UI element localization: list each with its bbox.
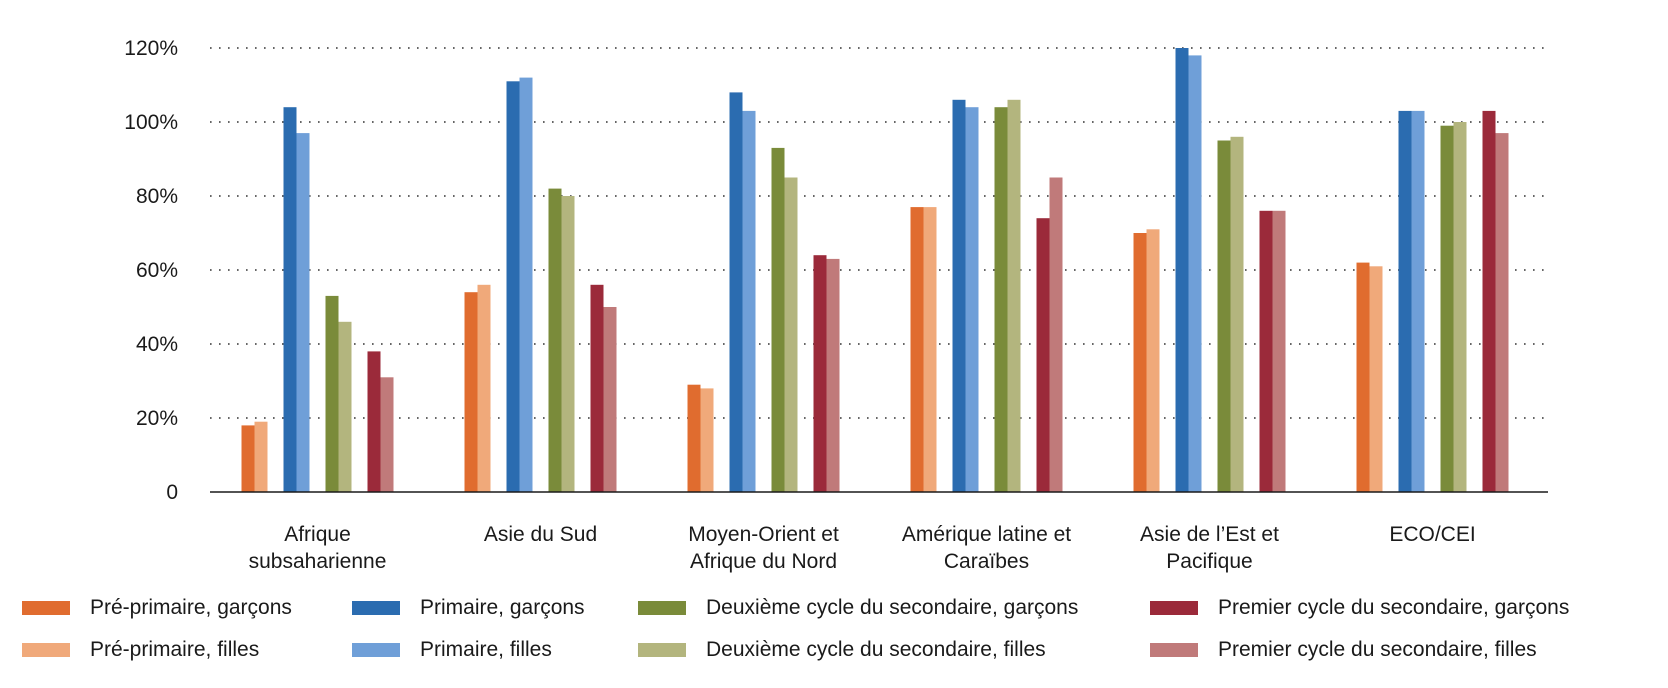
bar <box>241 425 255 492</box>
bar <box>1495 133 1509 492</box>
y-tick-label: 120% <box>124 37 178 60</box>
legend-label: Premier cycle du secondaire, filles <box>1218 638 1537 661</box>
bar <box>464 292 478 492</box>
bar <box>283 107 297 492</box>
legend-item: Pré-primaire, garçons <box>22 596 292 620</box>
bar <box>910 207 924 492</box>
x-category-label: Caraïbes <box>944 550 1029 573</box>
legend-item: Premier cycle du secondaire, garçons <box>1150 596 1569 620</box>
legend-swatch <box>352 643 400 657</box>
legend-label: Primaire, filles <box>420 638 552 661</box>
bar <box>952 99 966 493</box>
y-tick-label: 80% <box>136 185 178 208</box>
bar <box>1482 110 1496 493</box>
bar <box>254 421 268 492</box>
x-category-label: ECO/CEI <box>1389 523 1475 546</box>
bar <box>1440 125 1454 492</box>
legend-item: Premier cycle du secondaire, filles <box>1150 638 1537 662</box>
legend-item: Primaire, garçons <box>352 596 585 620</box>
x-axis-category-labels: Afrique subsaharienne Asie du Sud Moyen-Ori… <box>249 523 1476 573</box>
y-axis-ticks: 0 20% 40% 60% 80% 100% 120% <box>124 37 178 504</box>
legend-label: Deuxième cycle du secondaire, garçons <box>706 596 1079 619</box>
bar <box>771 147 785 492</box>
bar <box>338 321 352 492</box>
legend-swatch <box>22 643 70 657</box>
x-category-label: subsaharienne <box>249 550 387 573</box>
bar <box>687 384 701 492</box>
bar <box>367 351 381 492</box>
legend-swatch <box>1150 601 1198 615</box>
y-tick-label: 20% <box>136 407 178 430</box>
x-category-label: Afrique du Nord <box>690 550 837 573</box>
legend-label: Pré-primaire, garçons <box>90 596 292 619</box>
bar <box>1356 262 1370 492</box>
y-tick-label: 40% <box>136 333 178 356</box>
bar <box>477 284 491 492</box>
bar <box>1049 177 1063 492</box>
bar <box>729 92 743 493</box>
bar <box>784 177 798 492</box>
bar <box>1259 210 1273 493</box>
bar <box>590 284 604 492</box>
legend-item: Deuxième cycle du secondaire, garçons <box>638 596 1078 620</box>
legend-item: Primaire, filles <box>352 638 552 662</box>
y-tick-label: 100% <box>124 111 178 134</box>
legend-swatch <box>1150 643 1198 657</box>
legend-swatch <box>352 601 400 615</box>
bar <box>548 188 562 492</box>
bar <box>1188 55 1202 493</box>
bar <box>506 81 520 493</box>
x-category-label: Asie du Sud <box>484 523 597 546</box>
legend-item: Pré-primaire, filles <box>22 638 259 662</box>
bar <box>1453 122 1467 492</box>
legend-label: Primaire, garçons <box>420 596 585 619</box>
bar <box>380 377 394 492</box>
y-tick-label: 60% <box>136 259 178 282</box>
bar <box>923 207 937 492</box>
bar <box>1007 99 1021 493</box>
bar <box>826 258 840 492</box>
bar <box>519 77 533 492</box>
bar <box>1133 233 1147 492</box>
bar <box>1272 210 1286 493</box>
bar <box>1217 140 1231 492</box>
bar <box>1036 218 1050 492</box>
legend-item: Deuxième cycle du secondaire, filles <box>638 638 1046 662</box>
x-category-label: Pacifique <box>1166 550 1252 573</box>
legend-label: Pré-primaire, filles <box>90 638 260 661</box>
bars <box>241 48 1509 493</box>
y-tick-label: 0 <box>166 481 178 504</box>
legend-label: Premier cycle du secondaire, garçons <box>1218 596 1570 619</box>
bar <box>1398 110 1412 493</box>
legend-label: Deuxième cycle du secondaire, filles <box>706 638 1046 661</box>
bar <box>1230 136 1244 493</box>
x-category-label: Moyen-Orient et <box>688 523 839 546</box>
bar <box>1175 48 1189 492</box>
bar <box>742 110 756 493</box>
bar <box>603 307 617 492</box>
bar <box>1369 266 1383 492</box>
bar <box>325 295 339 492</box>
bar <box>296 133 310 492</box>
bar <box>1146 229 1160 493</box>
legend-swatch <box>638 643 686 657</box>
x-category-label: Amérique latine et <box>902 523 1071 546</box>
legend-swatch <box>638 601 686 615</box>
gridlines <box>210 47 1548 419</box>
bar <box>1411 110 1425 493</box>
x-category-label: Afrique <box>284 523 351 546</box>
bar <box>813 255 827 492</box>
bar <box>700 388 714 492</box>
bar <box>561 196 575 492</box>
x-category-label: Asie de l’Est et <box>1140 523 1279 546</box>
bar <box>994 107 1008 492</box>
bar <box>965 107 979 492</box>
legend-swatch <box>22 601 70 615</box>
